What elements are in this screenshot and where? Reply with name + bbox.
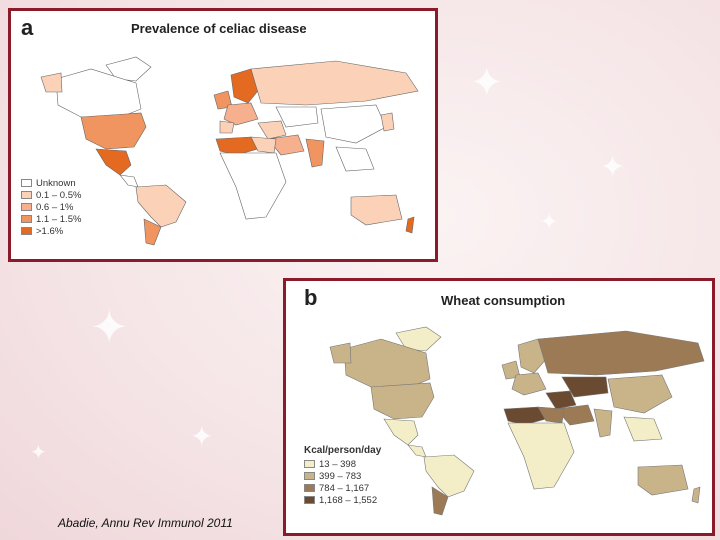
legend-label: 1,168 – 1,552 <box>319 494 378 506</box>
region-western-europe <box>511 372 547 396</box>
panel-title: Wheat consumption <box>441 293 566 308</box>
region-middle-east <box>267 134 305 156</box>
sparkle-icon: ✦ <box>90 300 129 354</box>
region-new-zealand <box>405 216 415 234</box>
region-brazil <box>423 454 475 498</box>
legend-item: 399 – 783 <box>304 470 381 482</box>
region-argentina <box>431 486 449 516</box>
region-japan <box>380 112 395 132</box>
citation: Abadie, Annu Rev Immunol 2011 <box>58 516 233 530</box>
legend-swatch <box>304 496 315 504</box>
region-australia <box>350 194 403 226</box>
region-brazil <box>135 184 187 228</box>
legend-item: 13 – 398 <box>304 458 381 470</box>
legend-item: >1.6% <box>21 225 81 237</box>
legend-swatch <box>21 191 32 199</box>
panel-title: Prevalence of celiac disease <box>131 21 307 36</box>
legend-label: 399 – 783 <box>319 470 362 482</box>
region-southeast-asia <box>335 146 375 172</box>
sparkle-icon: ✦ <box>30 440 47 464</box>
sparkle-icon: ✦ <box>600 150 626 185</box>
region-russia <box>537 330 705 376</box>
panel-letter: b <box>304 285 318 310</box>
region-africa <box>219 152 287 220</box>
legend-celiac: Unknown 0.1 – 0.5% 0.6 – 1% 1.1 – 1.5% >… <box>21 177 81 237</box>
legend-swatch <box>304 484 315 492</box>
panel-celiac-prevalence: a Prevalence of celiac disease <box>8 8 438 262</box>
world-map-celiac <box>40 56 419 246</box>
legend-item: 1.1 – 1.5% <box>21 213 81 225</box>
region-iberia <box>219 120 235 134</box>
legend-label: Unknown <box>36 177 76 189</box>
legend-label: 1.1 – 1.5% <box>36 213 82 225</box>
region-middle-east <box>555 404 595 426</box>
region-india <box>593 408 613 438</box>
region-western-europe <box>223 102 259 126</box>
region-new-zealand <box>691 486 701 504</box>
legend-swatch <box>304 472 315 480</box>
region-russia <box>250 60 419 106</box>
legend-swatch <box>21 203 32 211</box>
legend-item: 784 – 1,167 <box>304 482 381 494</box>
region-africa <box>507 422 575 490</box>
legend-item: Unknown <box>21 177 81 189</box>
region-mexico <box>383 418 419 446</box>
legend-label: >1.6% <box>36 225 64 237</box>
legend-label: 784 – 1,167 <box>319 482 370 494</box>
region-central-asia <box>275 106 319 128</box>
legend-swatch <box>21 179 32 187</box>
legend-swatch <box>21 215 32 223</box>
region-india <box>305 138 325 168</box>
legend-item: 0.6 – 1% <box>21 201 81 213</box>
region-central-asia <box>561 376 609 398</box>
region-alaska <box>329 342 352 364</box>
region-usa <box>80 112 147 150</box>
region-turkey <box>257 120 287 140</box>
region-china <box>607 374 673 414</box>
region-central-america <box>119 174 139 188</box>
legend-item: 0.1 – 0.5% <box>21 189 81 201</box>
legend-wheat: Kcal/person/day 13 – 398 399 – 783 784 –… <box>304 445 381 506</box>
region-central-america <box>407 444 427 458</box>
region-mexico <box>95 148 132 176</box>
region-turkey <box>545 390 577 410</box>
region-china <box>320 104 387 144</box>
region-north-africa <box>215 136 259 156</box>
legend-item: 1,168 – 1,552 <box>304 494 381 506</box>
legend-swatch <box>21 227 32 235</box>
region-argentina <box>143 218 162 246</box>
region-australia <box>637 464 689 496</box>
region-usa <box>370 382 435 420</box>
region-southeast-asia <box>623 416 663 442</box>
sparkle-icon: ✦ <box>540 210 559 235</box>
legend-label: 13 – 398 <box>319 458 356 470</box>
panel-wheat-consumption: b Wheat consumption <box>283 278 715 536</box>
legend-swatch <box>304 460 315 468</box>
region-egypt <box>250 136 277 154</box>
legend-label: 0.1 – 0.5% <box>36 189 82 201</box>
region-alaska <box>40 72 63 93</box>
world-map-wheat <box>329 326 705 516</box>
region-north-africa <box>503 406 547 426</box>
legend-title: Kcal/person/day <box>304 445 382 456</box>
sparkle-icon: ✦ <box>470 60 504 106</box>
panel-letter: a <box>21 15 34 40</box>
legend-label: 0.6 – 1% <box>36 201 74 213</box>
sparkle-icon: ✦ <box>190 420 214 453</box>
